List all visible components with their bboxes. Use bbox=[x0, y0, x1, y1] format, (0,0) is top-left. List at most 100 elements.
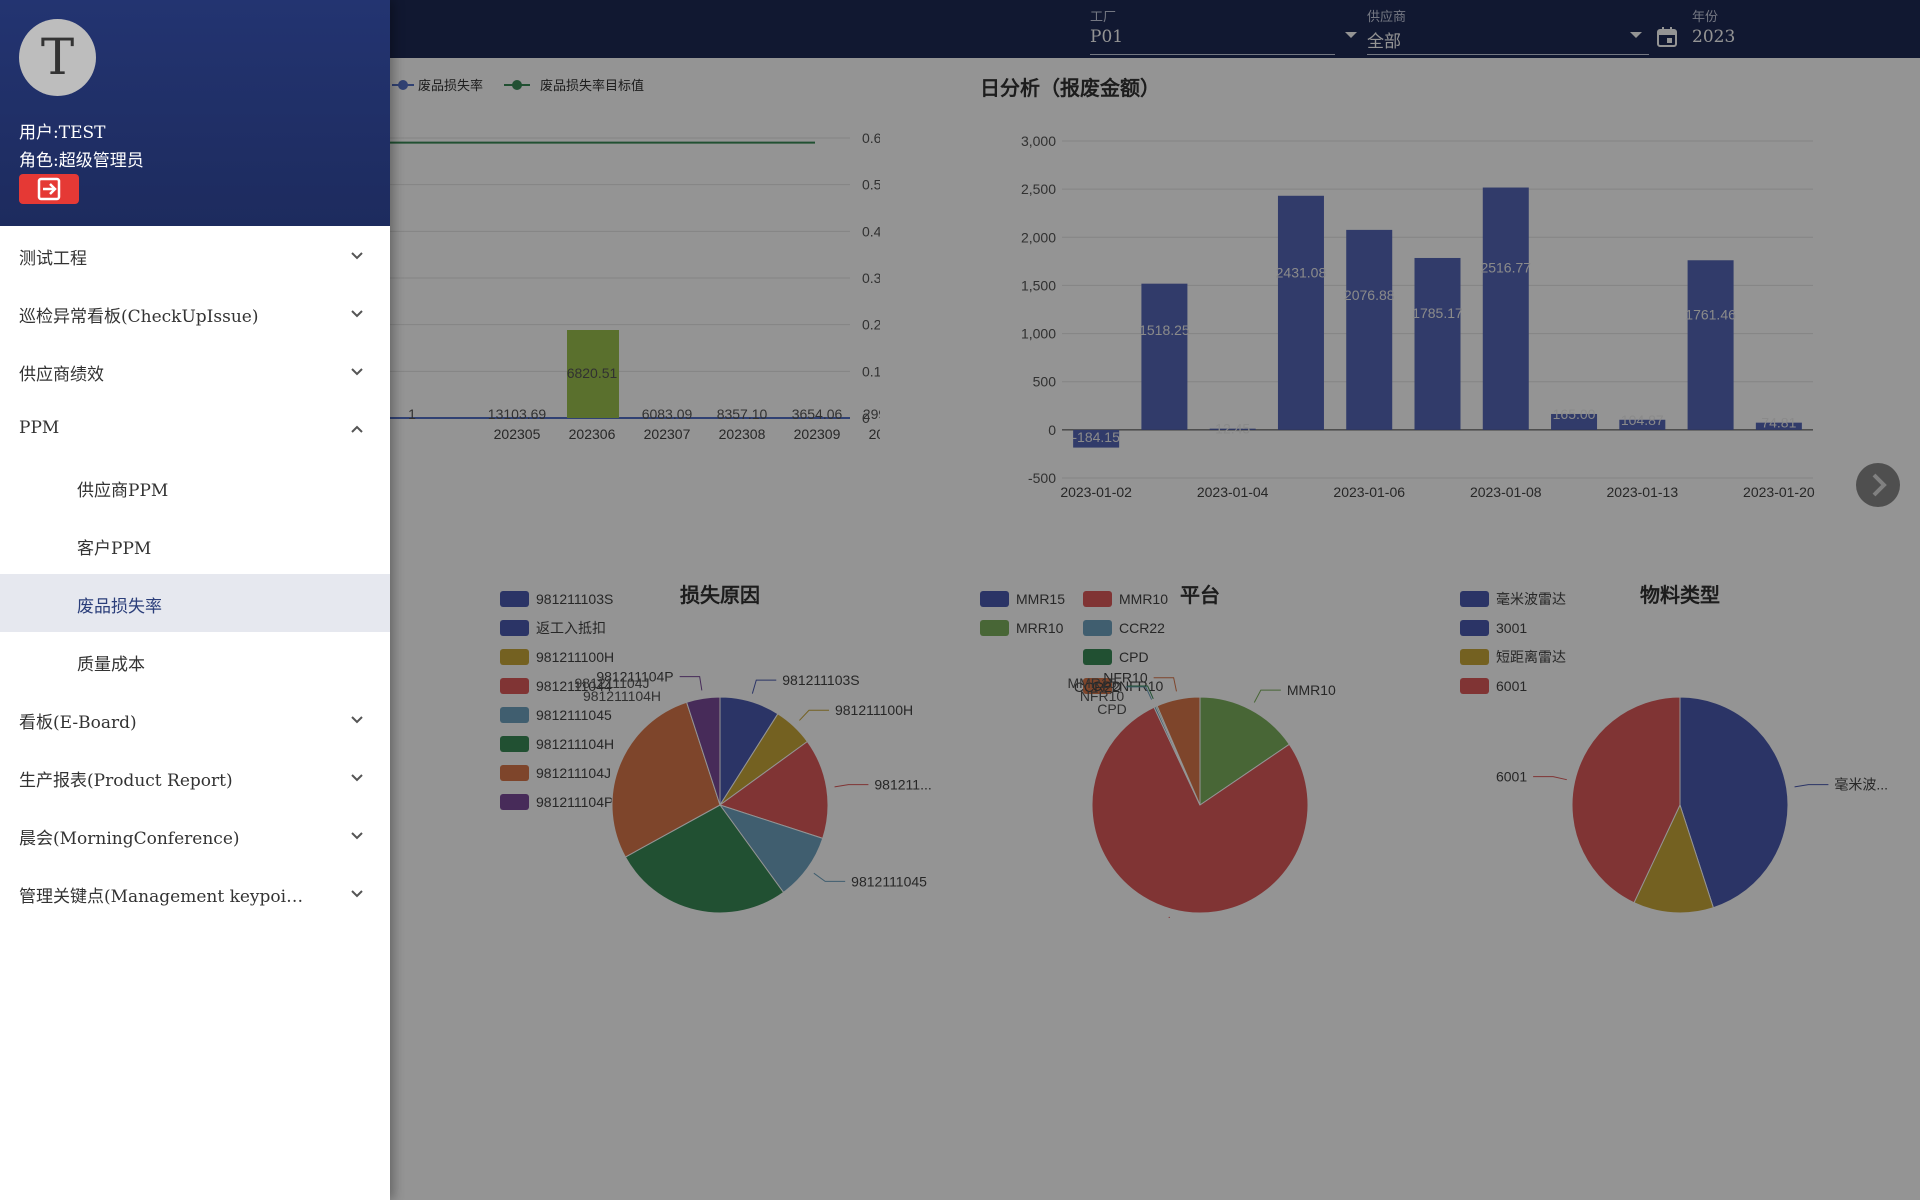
legend-label: 9812111044 bbox=[536, 678, 612, 694]
supplier-label: 供应商 bbox=[1367, 10, 1407, 25]
chevron-down-icon bbox=[351, 774, 363, 782]
sidebar-item-9[interactable]: 生产报表(Product Report) bbox=[0, 748, 390, 806]
pie-title: 物料类型 bbox=[1640, 583, 1720, 607]
avatar: T bbox=[19, 19, 96, 96]
x-tick-label: 2023-01-04 bbox=[1197, 484, 1269, 498]
legend-label: CPD bbox=[1119, 649, 1149, 665]
legend-swatch bbox=[1083, 678, 1112, 694]
next-page-button[interactable] bbox=[1856, 463, 1900, 507]
pie-leader-line bbox=[834, 784, 869, 788]
y-tick-label: 2,500 bbox=[1021, 181, 1056, 197]
x-tick-label: 202306 bbox=[569, 426, 616, 442]
pie-slice bbox=[624, 804, 785, 914]
sidebar-item-label: 晨会(MorningConference) bbox=[19, 829, 240, 849]
supplier-select[interactable]: 供应商 全部 bbox=[1367, 6, 1649, 55]
legend-swatch bbox=[500, 678, 529, 694]
sidebar-item-label: 生产报表(Product Report) bbox=[19, 771, 233, 791]
sidebar-item-3[interactable]: PPM bbox=[0, 400, 390, 458]
bar-value-label: 1 bbox=[408, 406, 416, 422]
year-picker[interactable]: 年份 2023 bbox=[1692, 6, 1892, 47]
x-tick-label: 2023-01-13 bbox=[1607, 484, 1679, 498]
pie-slice-label: 9812111045 bbox=[851, 873, 927, 889]
pie-slice-label: 981211... bbox=[874, 777, 931, 793]
x-tick-label: 2023-01-20 bbox=[1743, 484, 1815, 498]
legend-label: MRR10 bbox=[1016, 620, 1064, 636]
sidebar-item-label: 质量成本 bbox=[77, 655, 145, 675]
pie-leader-line bbox=[1533, 776, 1567, 781]
pie-slice bbox=[1156, 696, 1201, 806]
bar-value-label: 3654.06 bbox=[792, 406, 843, 422]
bar bbox=[1141, 283, 1188, 430]
sidebar-item-10[interactable]: 晨会(MorningConference) bbox=[0, 806, 390, 864]
legend-label: 短距离雷达 bbox=[1496, 649, 1566, 665]
pie-slice-label: 981211104H bbox=[583, 688, 661, 704]
bar-value-label: 1518.25 bbox=[1139, 322, 1190, 338]
x-tick-label: 2023-01-06 bbox=[1333, 484, 1405, 498]
pie-slice bbox=[1571, 696, 1681, 904]
chevron-up-icon bbox=[351, 425, 363, 433]
y-tick-label: 500 bbox=[1033, 374, 1057, 390]
legend-swatch bbox=[980, 620, 1009, 636]
factory-label: 工厂 bbox=[1090, 10, 1117, 25]
sidebar-item-8[interactable]: 看板(E-Board) bbox=[0, 690, 390, 748]
chevron-right-icon bbox=[1872, 473, 1887, 497]
pie-slice-label: NFR10 bbox=[1080, 688, 1125, 704]
factory-select[interactable]: 工厂 P01 bbox=[1090, 6, 1357, 55]
nav-menu: 测试工程巡检异常看板(CheckUpIssue) 供应商绩效 PPM 供应商PPM 客户… bbox=[0, 226, 390, 922]
y-tick-label: 0.4 bbox=[862, 223, 880, 239]
year-value: 2023 bbox=[1692, 27, 1736, 47]
bar-value-label: 104.87 bbox=[1621, 412, 1664, 428]
pie-slice-label: 981211100H bbox=[835, 702, 913, 718]
sidebar-item-6[interactable]: 废品损失率 bbox=[0, 574, 390, 632]
legend-swatch bbox=[1460, 591, 1489, 607]
sidebar-item-2[interactable]: 供应商绩效 bbox=[0, 342, 390, 400]
bar bbox=[1755, 422, 1802, 430]
sidebar-item-11[interactable]: 管理关键点(Management keypoi… bbox=[0, 864, 390, 922]
pie-leader-line bbox=[679, 676, 703, 691]
user-name: 用户:TEST bbox=[19, 123, 106, 143]
legend-swatch bbox=[500, 794, 529, 810]
sidebar-item-label: 巡检异常看板(CheckUpIssue) bbox=[19, 307, 259, 327]
sidebar-item-0[interactable]: 测试工程 bbox=[0, 226, 390, 284]
x-tick-label: 2023-01-08 bbox=[1470, 484, 1542, 498]
calendar-icon[interactable] bbox=[1655, 25, 1679, 49]
bar bbox=[1414, 257, 1461, 430]
x-tick-label: 202305 bbox=[494, 426, 541, 442]
bar-value-label: 13103.69 bbox=[488, 406, 547, 422]
pie-leader-line bbox=[1153, 677, 1177, 692]
sidebar-item-4[interactable]: 供应商PPM bbox=[0, 458, 390, 516]
pie-slice bbox=[1091, 706, 1309, 914]
sidebar-item-label: 供应商PPM bbox=[77, 481, 169, 501]
sidebar-item-1[interactable]: 巡检异常看板(CheckUpIssue) bbox=[0, 284, 390, 342]
bar-value-label: 29958.72 bbox=[863, 406, 880, 422]
logout-button[interactable] bbox=[19, 174, 79, 204]
pie-slice bbox=[1633, 803, 1715, 914]
pie-slice bbox=[685, 696, 721, 806]
pie-slice-label: CPD bbox=[1097, 701, 1127, 717]
loss-reason-pie-chart: 损失原因981211103S返工入抵扣981211100H98121110449… bbox=[500, 583, 932, 914]
sidebar-item-label: 测试工程 bbox=[19, 249, 87, 269]
legend-label: 981211104H bbox=[536, 736, 614, 752]
bar-value-label: 8357.10 bbox=[717, 406, 768, 422]
x-tick-label: 202307 bbox=[644, 426, 691, 442]
pie-leader-line bbox=[1125, 686, 1153, 700]
legend-swatch bbox=[500, 620, 529, 636]
pie-title: 平台 bbox=[1180, 583, 1220, 607]
sidebar-item-5[interactable]: 客户PPM bbox=[0, 516, 390, 574]
legend-label: 返工入抵扣 bbox=[536, 620, 606, 636]
legend-label: 981211104P bbox=[536, 794, 613, 810]
x-tick-label: 202309 bbox=[794, 426, 841, 442]
legend-label: 6001 bbox=[1496, 678, 1527, 694]
bar-value-label: 2516.77 bbox=[1480, 259, 1531, 275]
sidebar-item-7[interactable]: 质量成本 bbox=[0, 632, 390, 690]
bar bbox=[1551, 413, 1598, 430]
pie-title: 损失原因 bbox=[680, 583, 760, 607]
legend-label: 毫米波雷达 bbox=[1496, 591, 1566, 607]
bar bbox=[1277, 195, 1324, 430]
sidebar-item-label: PPM bbox=[19, 418, 60, 438]
platform-pie-chart: 平台MMR15MMR10MRR10CCR22CPDNFR10MMR10MMR10… bbox=[980, 583, 1336, 918]
y-tick-label: 0.1 bbox=[862, 363, 880, 379]
y-tick-label: 0.3 bbox=[862, 270, 880, 286]
legend-label: CCR22 bbox=[1119, 620, 1165, 636]
